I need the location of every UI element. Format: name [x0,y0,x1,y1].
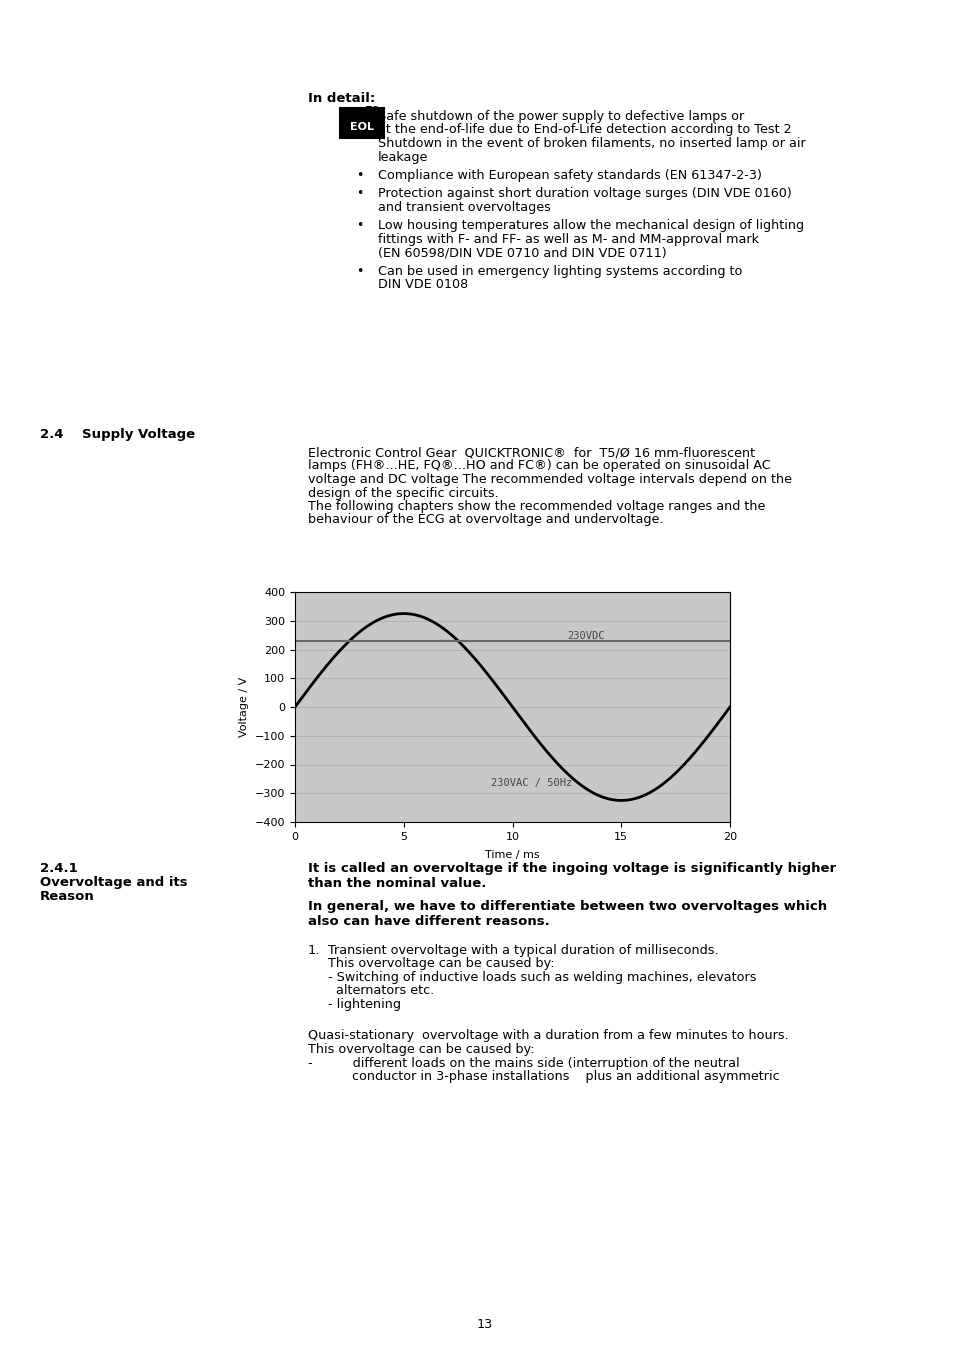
Text: ▲: ▲ [358,108,365,118]
Text: 1.: 1. [308,944,320,957]
Text: voltage and DC voltage The recommended voltage intervals depend on the: voltage and DC voltage The recommended v… [308,473,791,486]
Text: 13: 13 [476,1319,493,1331]
Text: Can be used in emergency lighting systems according to: Can be used in emergency lighting system… [377,265,741,278]
Text: Compliance with European safety standards (EN 61347-2-3): Compliance with European safety standard… [377,169,761,182]
Text: This overvoltage can be caused by:: This overvoltage can be caused by: [308,1043,534,1056]
Text: - lightening: - lightening [328,998,400,1011]
Text: leakage: leakage [377,150,428,163]
Text: design of the specific circuits.: design of the specific circuits. [308,486,498,500]
Text: 230VDC: 230VDC [566,631,604,640]
Text: •: • [355,109,363,123]
Text: at the end-of-life due to End-of-Life detection according to Test 2: at the end-of-life due to End-of-Life de… [377,123,791,136]
Text: behaviour of the ECG at overvoltage and undervoltage.: behaviour of the ECG at overvoltage and … [308,513,662,527]
Text: Quasi-stationary  overvoltage with a duration from a few minutes to hours.: Quasi-stationary overvoltage with a dura… [308,1029,788,1043]
Text: than the nominal value.: than the nominal value. [308,877,486,890]
Text: The following chapters show the recommended voltage ranges and the: The following chapters show the recommen… [308,500,764,513]
Text: -          different loads on the mains side (interruption of the neutral: - different loads on the mains side (int… [308,1056,739,1070]
Y-axis label: Voltage / V: Voltage / V [239,677,249,738]
Text: Transient overvoltage with a typical duration of milliseconds.: Transient overvoltage with a typical dur… [328,944,718,957]
Text: Safe shutdown of the power supply to defective lamps or: Safe shutdown of the power supply to def… [377,109,743,123]
Text: T.2: T.2 [366,105,379,115]
Text: In general, we have to differentiate between two overvoltages which: In general, we have to differentiate bet… [308,900,826,913]
X-axis label: Time / ms: Time / ms [485,850,539,859]
Text: •: • [355,219,363,232]
Text: also can have different reasons.: also can have different reasons. [308,915,549,928]
Text: It is called an overvoltage if the ingoing voltage is significantly higher: It is called an overvoltage if the ingoi… [308,862,835,875]
Text: •: • [355,265,363,278]
Text: This overvoltage can be caused by:: This overvoltage can be caused by: [328,958,554,970]
Text: In detail:: In detail: [308,92,375,105]
Text: alternators etc.: alternators etc. [328,985,434,997]
Text: (EN 60598/DIN VDE 0710 and DIN VDE 0711): (EN 60598/DIN VDE 0710 and DIN VDE 0711) [377,246,666,259]
FancyBboxPatch shape [339,108,384,138]
Text: Protection against short duration voltage surges (DIN VDE 0160): Protection against short duration voltag… [377,188,791,200]
Text: lamps (FH®...HE, FQ®...HO and FC®) can be operated on sinusoidal AC: lamps (FH®...HE, FQ®...HO and FC®) can b… [308,459,770,473]
Text: 2.4    Supply Voltage: 2.4 Supply Voltage [40,428,195,440]
Text: Electronic Control Gear  QUICKTRONIC®  for  T5/Ø 16 mm-fluorescent: Electronic Control Gear QUICKTRONIC® for… [308,446,755,459]
Text: •: • [355,188,363,200]
Text: Low housing temperatures allow the mechanical design of lighting: Low housing temperatures allow the mecha… [377,219,803,232]
Text: Reason: Reason [40,890,94,902]
Text: 230VAC / 50Hz: 230VAC / 50Hz [490,778,572,788]
Text: Shutdown in the event of broken filaments, no inserted lamp or air: Shutdown in the event of broken filament… [377,136,805,150]
Text: Overvoltage and its: Overvoltage and its [40,875,188,889]
Text: •: • [355,169,363,182]
Text: - Switching of inductive loads such as welding machines, elevators: - Switching of inductive loads such as w… [328,971,756,984]
Text: 2.4.1: 2.4.1 [40,862,77,875]
Text: EOL: EOL [350,122,374,132]
Text: and transient overvoltages: and transient overvoltages [377,201,550,213]
Text: DIN VDE 0108: DIN VDE 0108 [377,278,468,292]
Text: conductor in 3-phase installations    plus an additional asymmetric: conductor in 3-phase installations plus … [308,1070,779,1084]
Text: fittings with F- and FF- as well as M- and MM-approval mark: fittings with F- and FF- as well as M- a… [377,232,759,246]
